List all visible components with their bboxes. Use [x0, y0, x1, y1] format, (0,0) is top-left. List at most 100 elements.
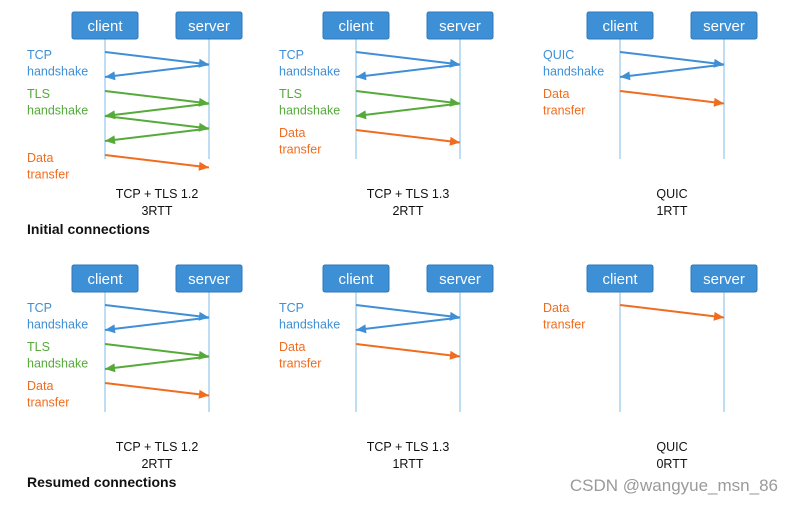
initial-quic-tcp-label-2: handshake: [543, 65, 604, 79]
resumed-quic-data-arrow-0-head: [713, 311, 724, 321]
initial-tcp-tls12-caption-protocol: TCP + TLS 1.2: [116, 187, 199, 201]
resumed-tcp-tls13-client-box: [322, 264, 390, 293]
initial-tcp-tls12-tls-arrow-1: [104, 102, 210, 117]
initial-quic-caption-protocol: QUIC: [656, 187, 687, 201]
initial-tcp-tls12-tcp-arrow-0: [104, 51, 210, 66]
resumed-quic-data-label-1: Data: [543, 301, 569, 315]
resumed-tcp-tls12-tls-arrow-1-head: [105, 363, 116, 373]
initial-tcp-tls13-tls-label-2: handshake: [279, 104, 340, 118]
initial-quic-tcp-arrow-1: [619, 63, 725, 78]
resumed-tcp-tls13-caption-protocol: TCP + TLS 1.3: [367, 440, 450, 454]
resumed-tcp-tls12-tcp-arrow-1-head: [105, 324, 116, 334]
initial-tcp-tls12-tcp-arrow-1-head: [105, 71, 116, 81]
resumed-tcp-tls12-data-label-1: Data: [27, 379, 53, 393]
resumed-tcp-tls12-client-box: [71, 264, 139, 293]
initial-tcp-tls12-server-box: [175, 11, 243, 40]
initial-tcp-tls12-tls-arrow-2: [104, 115, 210, 130]
initial-tcp-tls13-data-arrow-0: [355, 129, 461, 144]
initial-tcp-tls12-data-label-2: transfer: [27, 168, 69, 182]
initial-quic-tcp-label-1: QUIC: [543, 48, 574, 62]
resumed-quic-server-box: [690, 264, 758, 293]
resumed-quic-client-box-label: client: [602, 271, 638, 288]
initial-tcp-tls13-client-box: [322, 11, 390, 40]
initial-tcp-tls13-caption-protocol: TCP + TLS 1.3: [367, 187, 450, 201]
initial-quic-server-box-label: server: [703, 18, 745, 35]
initial-quic-server-box: [690, 11, 758, 40]
initial-tcp-tls12-tls-label-2: handshake: [27, 104, 88, 118]
initial-quic-data-label-1: Data: [543, 87, 569, 101]
initial-quic-data-label-2: transfer: [543, 104, 585, 118]
initial-tcp-tls12-tls-arrow-0: [104, 90, 210, 105]
resumed-tcp-tls12-caption-rtt: 2RTT: [141, 457, 172, 471]
initial-tcp-tls12-tls-arrow-3: [104, 127, 210, 142]
initial-tcp-tls13-client-box-label: client: [338, 18, 374, 35]
initial-tcp-tls12-caption-rtt: 3RTT: [141, 204, 172, 218]
initial-tcp-tls13-data-arrow-0-head: [449, 136, 460, 146]
initial-tcp-tls12-data-arrow-0: [104, 154, 210, 169]
initial-tcp-tls13-tls-arrow-1: [355, 102, 461, 117]
row-title-resumed: Resumed connections: [27, 474, 177, 490]
resumed-tcp-tls12-client-box-label: client: [87, 271, 123, 288]
resumed-tcp-tls13-tcp-label-2: handshake: [279, 318, 340, 332]
resumed-tcp-tls13-caption-rtt: 1RTT: [392, 457, 423, 471]
initial-tcp-tls12-data-arrow-0-head: [198, 161, 209, 171]
resumed-tcp-tls12-data-arrow-0-head: [198, 389, 209, 399]
initial-tcp-tls12-client-box-label: client: [87, 18, 123, 35]
resumed-tcp-tls13-tcp-arrow-0: [355, 304, 461, 319]
resumed-tcp-tls12-server-box-label: server: [188, 271, 230, 288]
initial-quic-data-arrow-0: [619, 90, 725, 105]
initial-tcp-tls13-caption-rtt: 2RTT: [392, 204, 423, 218]
initial-tcp-tls12-server-box-label: server: [188, 18, 230, 35]
row-title-initial: Initial connections: [27, 221, 150, 237]
resumed-tcp-tls13-client-box-label: client: [338, 271, 374, 288]
resumed-tcp-tls12-data-arrow-0: [104, 382, 210, 397]
resumed-tcp-tls12-data-label-2: transfer: [27, 396, 69, 410]
resumed-tcp-tls12-tls-arrow-1: [104, 355, 210, 370]
initial-tcp-tls13-tcp-label-1: TCP: [279, 48, 304, 62]
initial-tcp-tls12-data-label-1: Data: [27, 151, 53, 165]
resumed-tcp-tls12-tcp-label-2: handshake: [27, 318, 88, 332]
resumed-tcp-tls13-server-box: [426, 264, 494, 293]
resumed-quic-caption-rtt: 0RTT: [656, 457, 687, 471]
resumed-tcp-tls13-tcp-arrow-1: [355, 316, 461, 331]
initial-tcp-tls13-tcp-arrow-0: [355, 51, 461, 66]
initial-tcp-tls13-server-box-label: server: [439, 18, 481, 35]
initial-tcp-tls13-server-box: [426, 11, 494, 40]
resumed-tcp-tls12-tcp-arrow-0: [104, 304, 210, 319]
initial-quic-caption-rtt: 1RTT: [656, 204, 687, 218]
resumed-tcp-tls12-server-box: [175, 264, 243, 293]
initial-tcp-tls12-tls-arrow-3-head: [105, 135, 116, 145]
initial-quic-client-box: [586, 11, 654, 40]
initial-quic-tcp-arrow-0: [619, 51, 725, 66]
resumed-tcp-tls13-data-arrow-0: [355, 343, 461, 358]
resumed-quic-caption-protocol: QUIC: [656, 440, 687, 454]
initial-tcp-tls13-tcp-arrow-1-head: [356, 71, 367, 81]
resumed-tcp-tls13-server-box-label: server: [439, 271, 481, 288]
resumed-quic-client-box: [586, 264, 654, 293]
resumed-quic-data-arrow-0: [619, 304, 725, 319]
initial-tcp-tls13-data-label-1: Data: [279, 126, 305, 140]
initial-tcp-tls13-tls-arrow-0: [355, 90, 461, 105]
initial-tcp-tls13-data-label-2: transfer: [279, 143, 321, 157]
initial-quic-tcp-arrow-1-head: [620, 71, 631, 81]
initial-tcp-tls13-tls-label-1: TLS: [279, 87, 302, 101]
initial-tcp-tls13-tcp-label-2: handshake: [279, 65, 340, 79]
initial-tcp-tls13-tls-arrow-1-head: [356, 110, 367, 120]
initial-tcp-tls12-tcp-label-2: handshake: [27, 65, 88, 79]
resumed-tcp-tls12-tls-arrow-0: [104, 343, 210, 358]
resumed-tcp-tls13-tcp-arrow-1-head: [356, 324, 367, 334]
initial-quic-data-arrow-0-head: [713, 97, 724, 107]
initial-tcp-tls12-tcp-arrow-1: [104, 63, 210, 78]
resumed-tcp-tls13-data-label-2: transfer: [279, 357, 321, 371]
resumed-tcp-tls12-tcp-label-1: TCP: [27, 301, 52, 315]
watermark: CSDN @wangyue_msn_86: [569, 476, 778, 495]
resumed-tcp-tls12-tls-label-1: TLS: [27, 340, 50, 354]
resumed-quic-data-label-2: transfer: [543, 318, 585, 332]
resumed-tcp-tls13-data-label-1: Data: [279, 340, 305, 354]
initial-quic-client-box-label: client: [602, 18, 638, 35]
initial-tcp-tls12-tls-label-1: TLS: [27, 87, 50, 101]
resumed-tcp-tls12-tcp-arrow-1: [104, 316, 210, 331]
initial-tcp-tls12-tcp-label-1: TCP: [27, 48, 52, 62]
